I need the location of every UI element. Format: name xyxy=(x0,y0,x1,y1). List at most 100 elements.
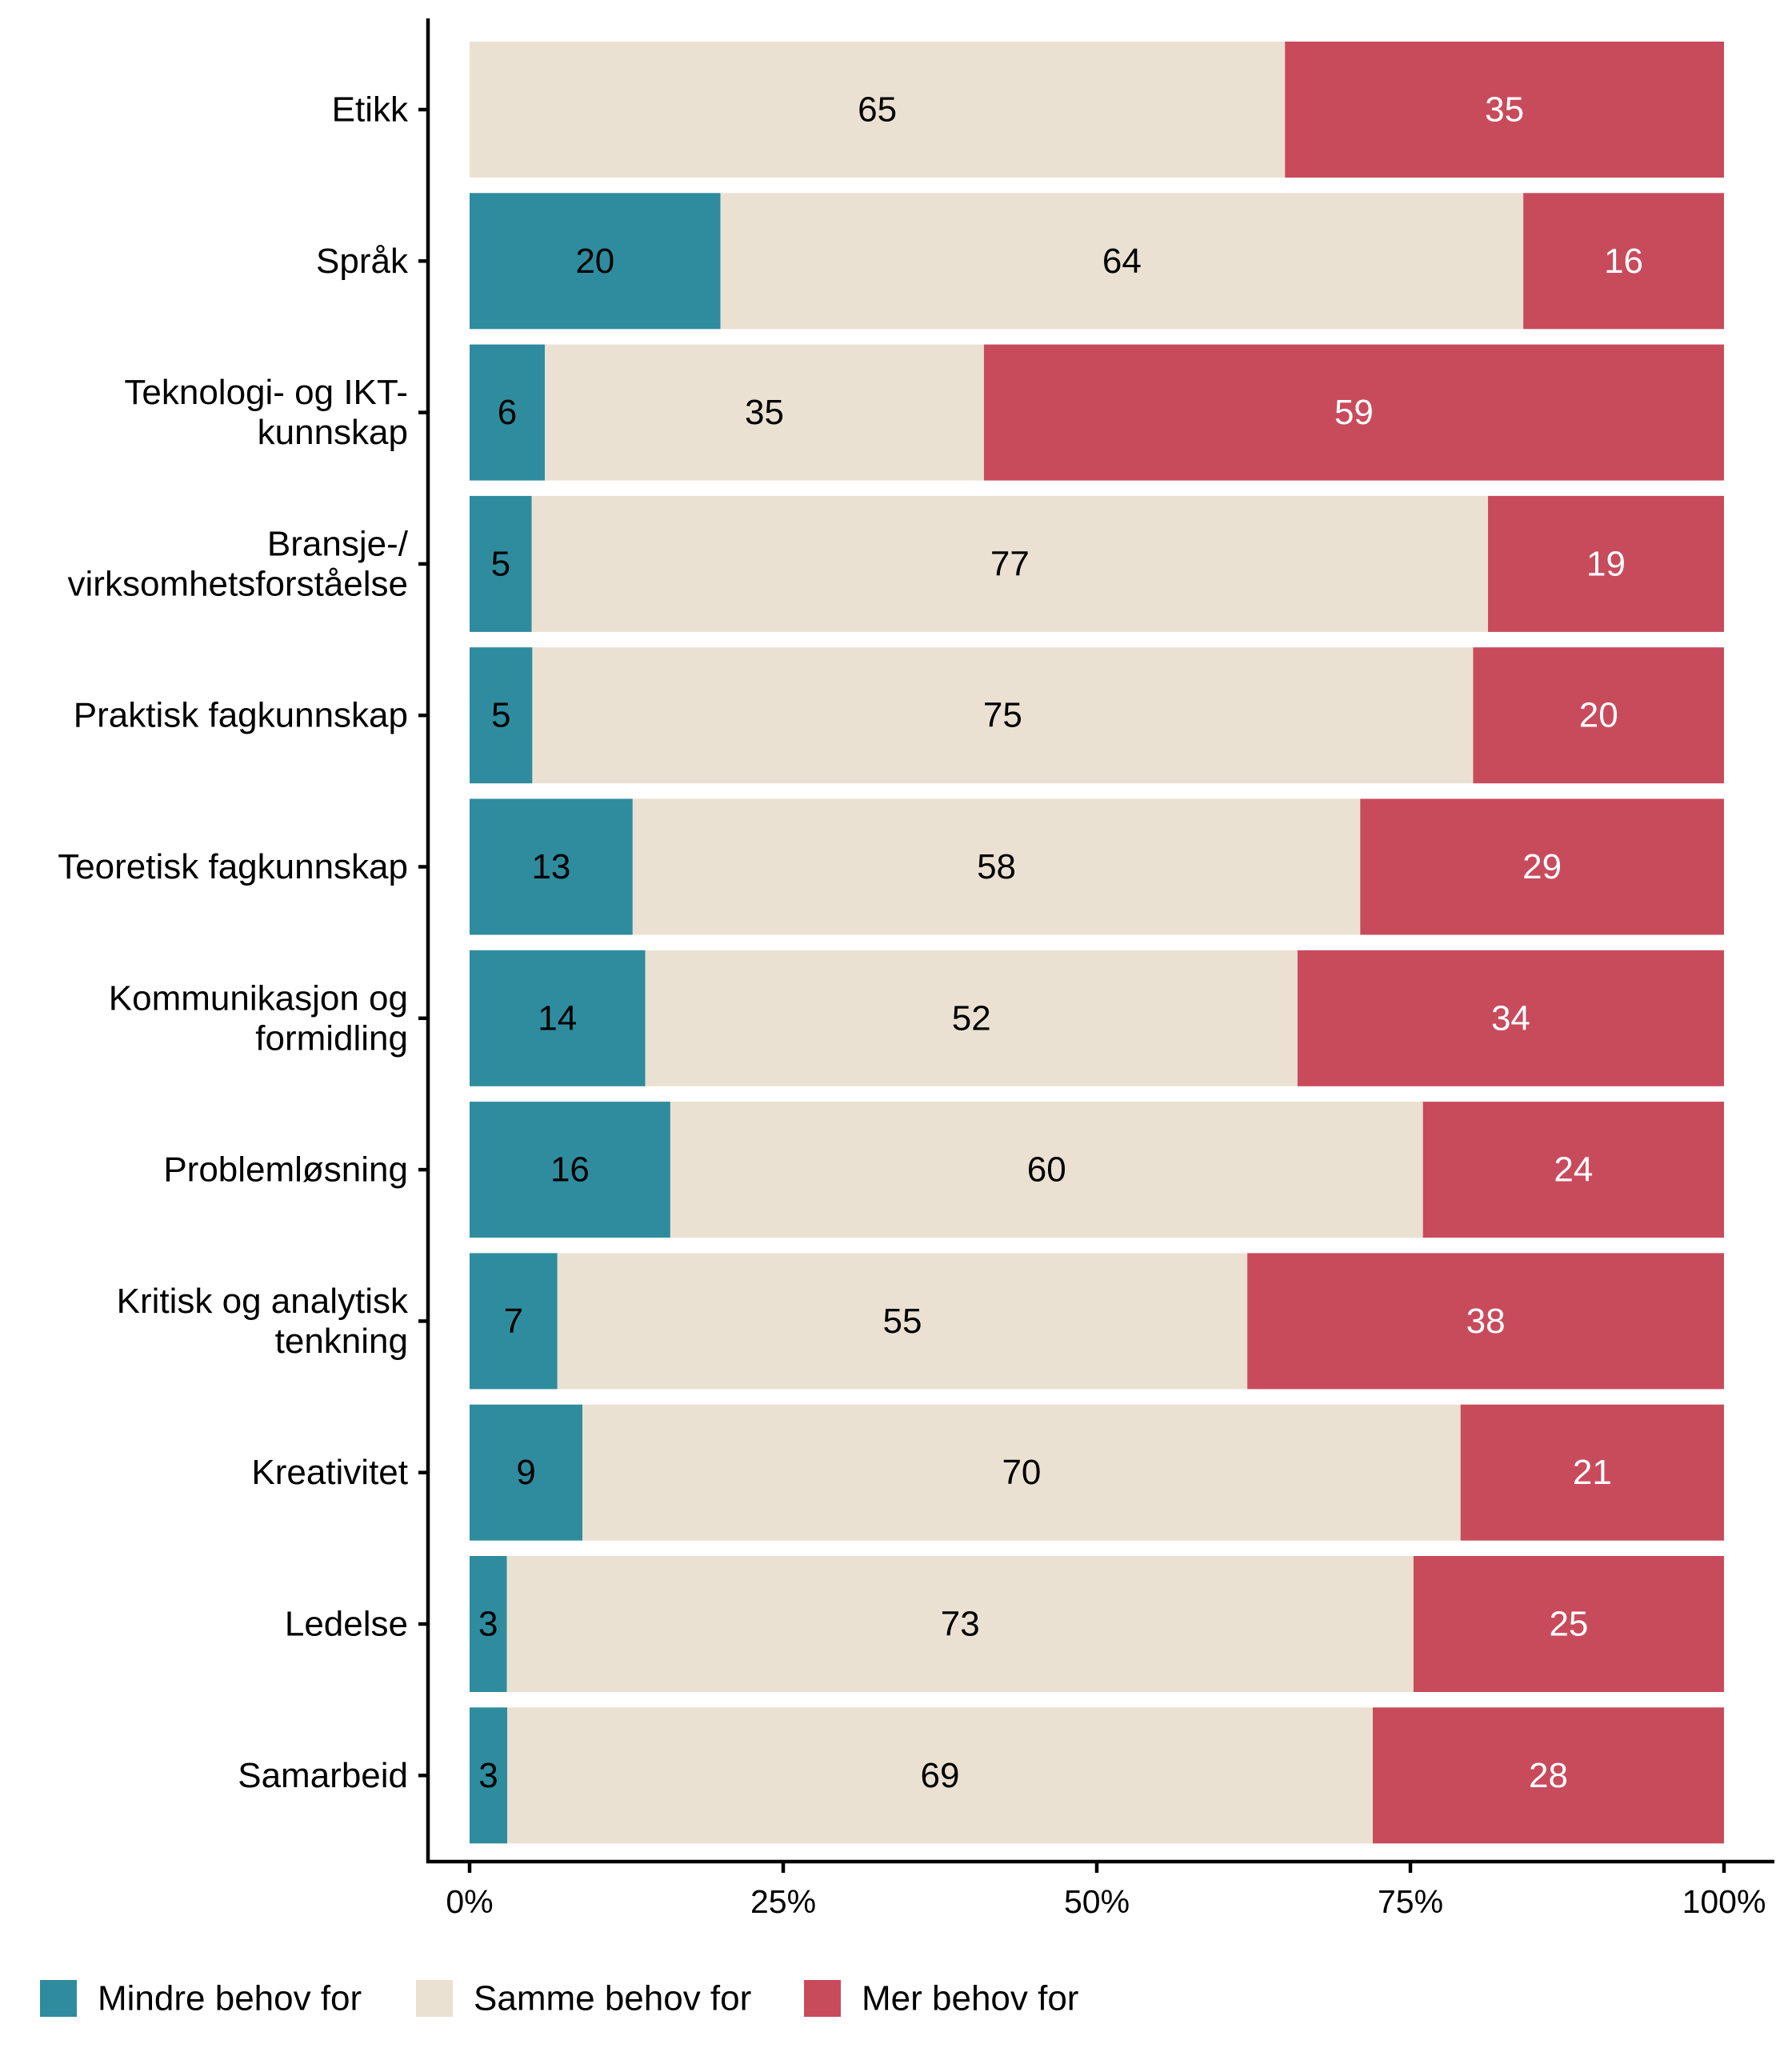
category-label-line: Kommunikasjon og xyxy=(109,978,408,1018)
bar-segment xyxy=(470,950,646,1086)
bar-value-label: 55 xyxy=(882,1302,922,1341)
bar-segment xyxy=(1422,1102,1724,1238)
bar-value-label: 77 xyxy=(990,544,1030,583)
bar-value-label: 5 xyxy=(491,544,510,583)
bar-value-label: 3 xyxy=(478,1756,498,1795)
bar-segment xyxy=(1360,798,1724,935)
bar-value-label: 35 xyxy=(745,393,784,432)
category-label-line: Problemløsning xyxy=(163,1150,408,1190)
bar-value-label: 52 xyxy=(952,998,991,1038)
x-axis-ticks: 0% 25% 50% 75% 100% xyxy=(446,1862,1766,1920)
legend: Mindre behov for Samme behov for Mer behov… xyxy=(40,1979,1078,2018)
legend-item: Samme behov for xyxy=(416,1979,751,2018)
bar-value-label: 70 xyxy=(1002,1453,1041,1492)
category-label-line: Teoretisk fagkunnskap xyxy=(58,847,408,886)
x-tick-label: 50% xyxy=(1064,1883,1130,1920)
bar-value-label: 73 xyxy=(941,1605,980,1644)
bar-value-label: 34 xyxy=(1491,998,1530,1038)
bar-segment xyxy=(1285,42,1724,178)
x-tick-label: 100% xyxy=(1682,1883,1766,1920)
bar-value-label: 14 xyxy=(538,998,577,1038)
legend-swatch xyxy=(804,1980,841,2017)
bar-value-label: 7 xyxy=(504,1302,523,1341)
bar-segment xyxy=(470,344,546,481)
bar-value-label: 25 xyxy=(1549,1605,1588,1644)
legend-item: Mer behov for xyxy=(804,1979,1078,2018)
bar-value-label: 75 xyxy=(983,696,1022,735)
bar-segment xyxy=(506,1556,1414,1692)
bar-value-label: 21 xyxy=(1573,1453,1612,1492)
bar-value-label: 65 xyxy=(858,90,897,130)
category-label: Kreativitet xyxy=(251,1453,408,1492)
bar-segment xyxy=(470,193,721,330)
category-label: Ledelse xyxy=(285,1605,408,1644)
bars-layer xyxy=(470,42,1724,1844)
bar-segment xyxy=(645,950,1298,1086)
bar-segment xyxy=(983,344,1724,481)
category-label-line: kunnskap xyxy=(258,413,408,452)
x-tick-label: 75% xyxy=(1378,1883,1443,1920)
bar-value-label: 24 xyxy=(1554,1150,1593,1190)
category-label-line: Praktisk fagkunnskap xyxy=(74,696,408,735)
bar-segment xyxy=(470,647,533,784)
category-label: Teoretisk fagkunnskap xyxy=(58,847,408,886)
category-label-line: Kritisk og analytisk xyxy=(117,1282,409,1321)
bar-value-label: 5 xyxy=(491,696,510,735)
bar-segment xyxy=(470,1556,507,1692)
bar-segment xyxy=(470,1707,508,1844)
bar-value-label: 20 xyxy=(1579,696,1618,735)
category-label: Etikk xyxy=(332,90,409,130)
bar-segment xyxy=(1372,1707,1724,1844)
legend-item: Mindre behov for xyxy=(40,1979,362,2018)
category-label: Problemløsning xyxy=(163,1150,408,1190)
bar-value-label: 16 xyxy=(1604,242,1643,281)
bar-segment xyxy=(470,1102,670,1238)
bar-segment xyxy=(670,1102,1423,1238)
category-label: Kritisk og analytisk tenkning xyxy=(117,1282,409,1361)
bar-value-label: 19 xyxy=(1586,544,1626,583)
legend-swatch xyxy=(40,1980,77,2017)
bar-segment xyxy=(1523,193,1724,330)
bar-segment xyxy=(470,798,633,935)
bar-segment xyxy=(470,1253,558,1390)
bar-value-label: 69 xyxy=(921,1756,960,1795)
bar-value-label: 3 xyxy=(478,1605,498,1644)
legend-label: Samme behov for xyxy=(474,1979,751,2018)
bar-segment xyxy=(557,1253,1248,1390)
category-label-line: Kreativitet xyxy=(251,1453,408,1492)
bar-segment xyxy=(1247,1253,1724,1390)
category-label: Kommunikasjon og formidling xyxy=(109,978,408,1058)
y-axis-ticks xyxy=(418,107,428,1778)
bar-segment xyxy=(1488,495,1724,632)
bar-value-label: 20 xyxy=(575,242,614,281)
category-label-line: virksomhetsforståelse xyxy=(68,564,408,603)
bar-segment xyxy=(470,42,1286,178)
bar-segment xyxy=(545,344,984,481)
category-label: Praktisk fagkunnskap xyxy=(74,696,408,735)
bar-segment xyxy=(470,1404,583,1541)
bar-value-label: 9 xyxy=(516,1453,535,1492)
category-label: Teknologi- og IKT-kunnskap xyxy=(124,373,408,452)
category-label-line: Språk xyxy=(316,242,409,281)
category-labels: Etikk Språk Teknologi- og IKT-kunnskap Bran… xyxy=(58,90,409,1795)
bar-value-label: 6 xyxy=(498,393,517,432)
bar-segment xyxy=(1473,647,1724,784)
legend-label: Mindre behov for xyxy=(98,1979,362,2018)
bar-segment xyxy=(532,647,1474,784)
bar-value-label: 16 xyxy=(550,1150,590,1190)
category-label: Samarbeid xyxy=(238,1756,408,1795)
legend-swatch xyxy=(416,1980,453,2017)
legend-label: Mer behov for xyxy=(862,1979,1078,2018)
bar-segment xyxy=(507,1707,1373,1844)
category-label-line: tenkning xyxy=(275,1322,408,1361)
category-label: Bransje-/virksomhetsforståelse xyxy=(68,524,409,603)
bar-segment xyxy=(582,1404,1461,1541)
bar-value-label: 59 xyxy=(1334,393,1374,432)
bar-value-label: 64 xyxy=(1102,242,1142,281)
bar-value-label: 29 xyxy=(1522,847,1562,886)
bar-segment xyxy=(1413,1556,1724,1692)
category-label-line: formidling xyxy=(255,1018,408,1058)
bar-value-label: 58 xyxy=(977,847,1016,886)
